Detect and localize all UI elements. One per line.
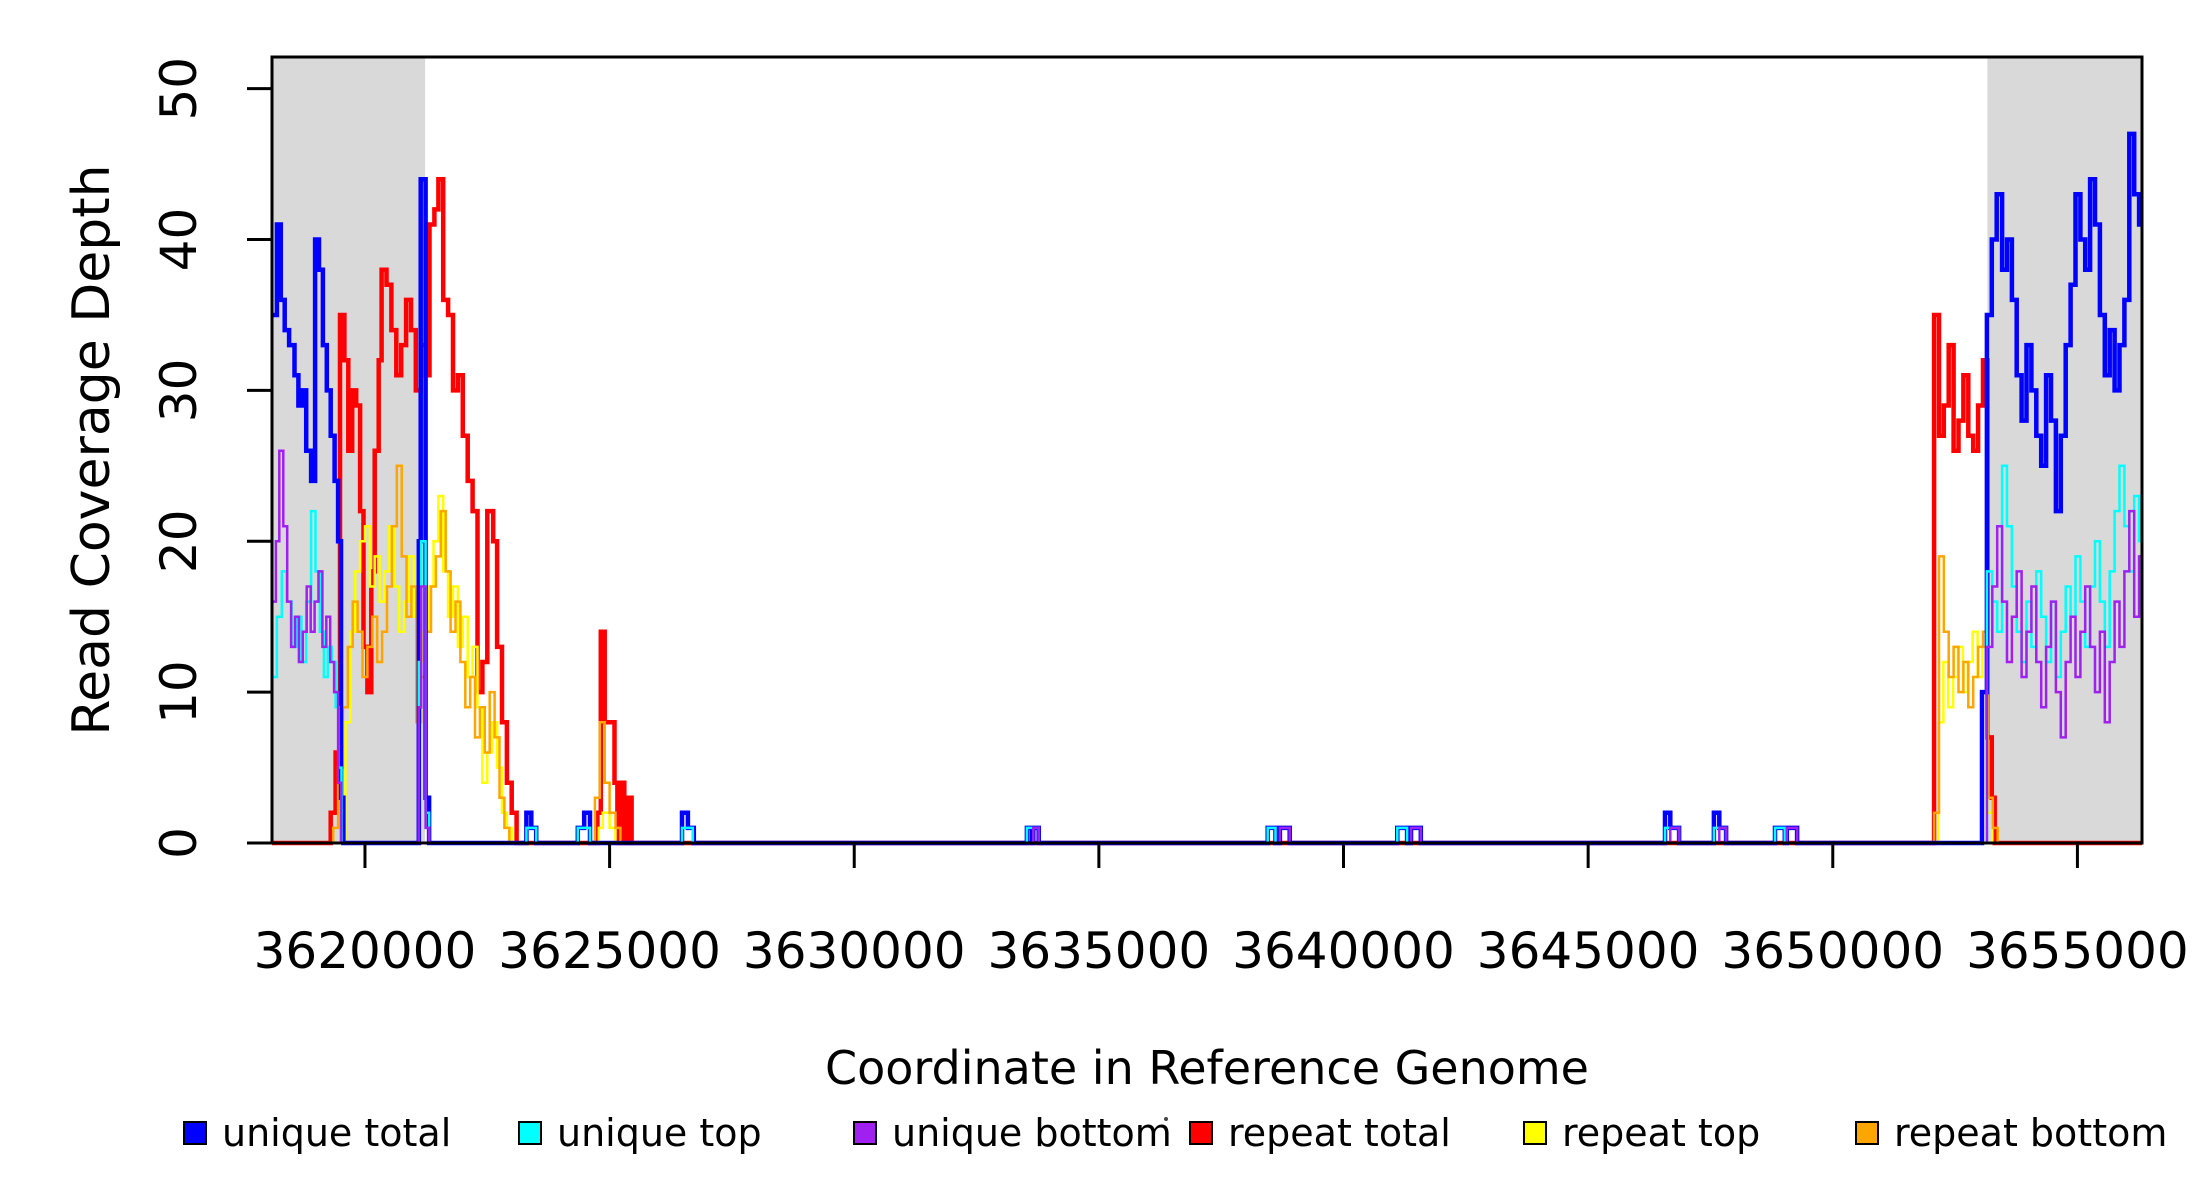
legend-swatch-repeat-top — [1523, 1121, 1547, 1145]
plot-box — [270, 55, 2144, 845]
legend-swatch-unique-total — [183, 1121, 207, 1145]
legend-item-unique-total: unique total — [183, 1111, 451, 1155]
x-tick-label: 3630000 — [743, 922, 966, 980]
legend-label: unique bottom — [892, 1111, 1172, 1155]
legend-item-unique-bottom: unique bottom — [853, 1111, 1172, 1155]
legend-swatch-repeat-total — [1189, 1121, 1213, 1145]
x-tick-label: 3620000 — [254, 922, 477, 980]
x-tick-label: 3635000 — [988, 922, 1211, 980]
legend-label: repeat top — [1562, 1111, 1761, 1155]
x-axis-title: Coordinate in Reference Genome — [825, 1041, 1589, 1095]
y-tick-label: 0 — [150, 827, 208, 859]
series-line-unique-top — [272, 464, 2142, 845]
legend-swatch-unique-bottom — [853, 1121, 877, 1145]
x-tick-label: 3625000 — [498, 922, 721, 980]
y-axis-title: Read Coverage Depth — [62, 164, 122, 736]
x-tick-label: 3655000 — [1966, 922, 2189, 980]
legend-item-repeat-bottom: repeat bottom — [1855, 1111, 2167, 1155]
legend-label: unique top — [557, 1111, 762, 1155]
legend-swatch-repeat-bottom — [1855, 1121, 1879, 1145]
y-tick-label: 40 — [150, 208, 208, 272]
series-line-unique-bottom — [272, 449, 2142, 845]
stray-mark-dot — [1164, 1117, 1168, 1121]
legend-label: unique total — [222, 1111, 452, 1155]
series-line-repeat-top — [272, 494, 2142, 845]
legend-label: repeat bottom — [1894, 1111, 2168, 1155]
series-line-unique-total — [272, 131, 2142, 846]
y-tick-label: 50 — [150, 57, 208, 121]
y-tick-label: 30 — [150, 359, 208, 423]
y-tick-label: 10 — [150, 660, 208, 724]
x-tick-label: 3640000 — [1232, 922, 1455, 980]
legend-item-unique-top: unique top — [518, 1111, 762, 1155]
legend-label: repeat total — [1228, 1111, 1451, 1155]
series-line-repeat-bottom — [272, 464, 2142, 845]
x-tick-label: 3645000 — [1477, 922, 1700, 980]
y-tick-label: 20 — [150, 509, 208, 573]
series-line-repeat-total — [272, 176, 2142, 846]
legend-item-repeat-total: repeat total — [1189, 1111, 1451, 1155]
legend-item-repeat-top: repeat top — [1523, 1111, 1760, 1155]
x-tick-label: 3650000 — [1721, 922, 1944, 980]
legend-swatch-unique-top — [518, 1121, 542, 1145]
